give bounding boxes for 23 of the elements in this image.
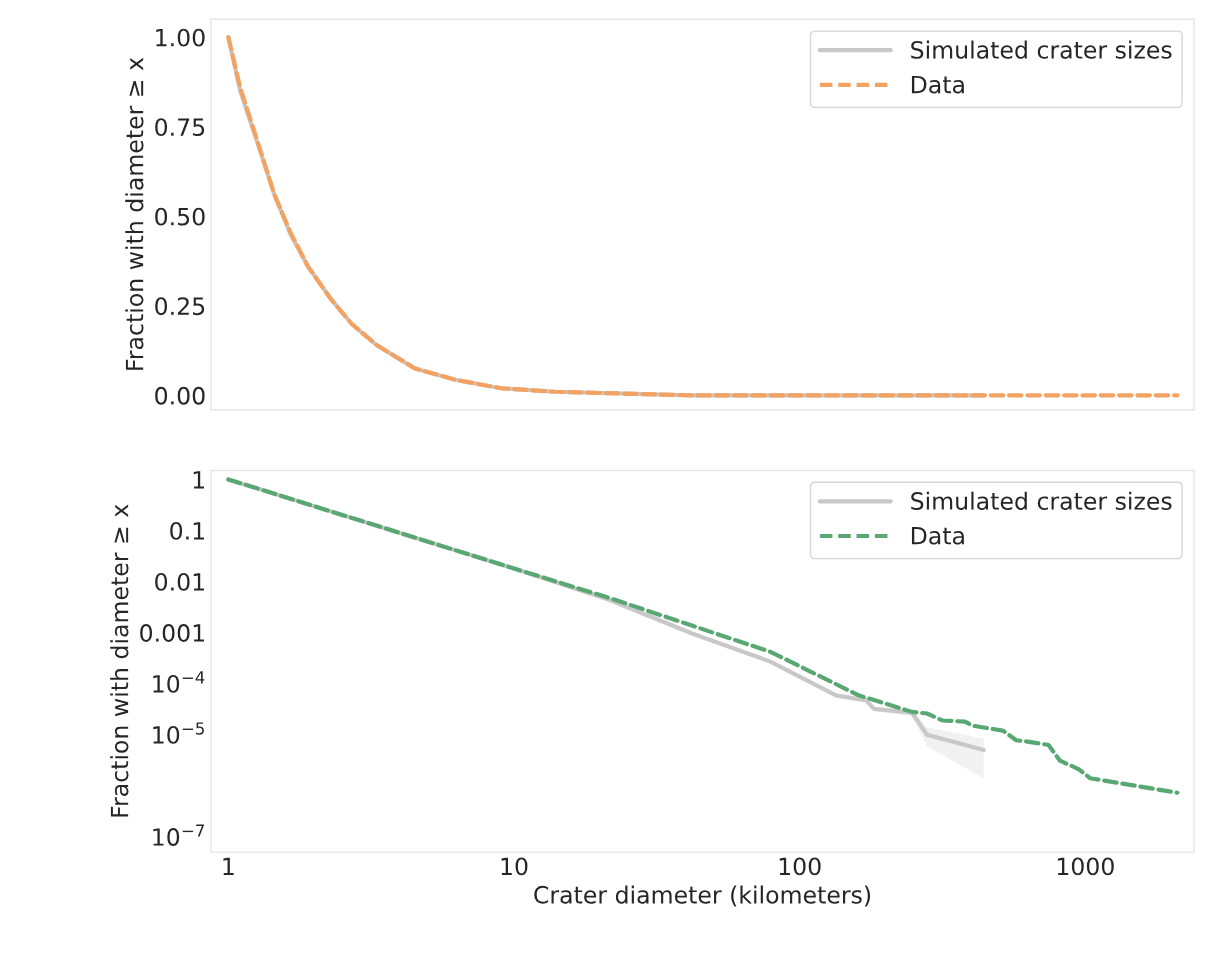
y-tick-label: 1	[193, 471, 205, 489]
x-tick-label: 1	[223, 857, 234, 875]
y-tick-label: 0.1	[170, 521, 205, 540]
legend-label: Simulated crater sizes	[911, 491, 1172, 510]
x-axis-title: Crater diameter (kilometers)	[534, 885, 871, 907]
y-tick-label: 0.00	[155, 386, 205, 405]
y-tick-label: 0.001	[140, 624, 205, 642]
legend-label: Simulated crater sizes	[911, 40, 1172, 59]
x-tick-label: 1000	[1057, 857, 1114, 876]
y-tick-label: 1.00	[156, 28, 205, 47]
legend-label: Data	[911, 527, 964, 545]
y-tick-label: 0.50	[155, 207, 205, 226]
x-tick-label: 10	[501, 857, 528, 876]
y-tick-label: 10$^{−7}$	[153, 824, 204, 846]
y-tick-label: 0.25	[155, 297, 205, 316]
legend-label: Data	[911, 75, 964, 94]
y-axis-title: Fraction with diameter ≥ x	[125, 57, 144, 370]
y-tick-label: 10$^{−5}$	[153, 722, 204, 744]
y-tick-label: 10$^{−4}$	[153, 671, 205, 693]
y-axis-title: Fraction with diameter ≥ x	[110, 504, 129, 817]
y-tick-label: 0.75	[155, 118, 205, 137]
x-tick-label: 100	[779, 857, 821, 876]
y-tick-label: 0.01	[155, 572, 205, 591]
